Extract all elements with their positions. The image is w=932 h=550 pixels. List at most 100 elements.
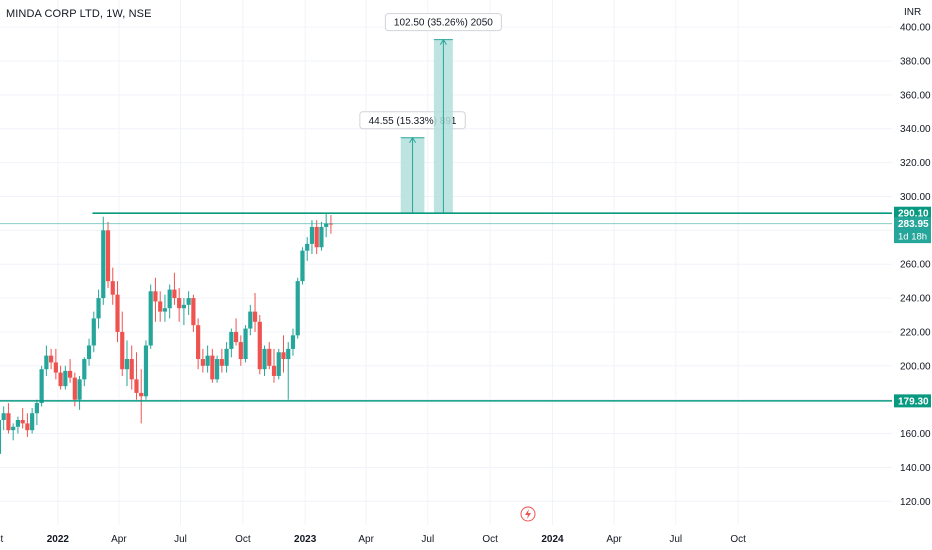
- candle-body: [148, 291, 153, 346]
- flash-glyph: [525, 509, 531, 519]
- currency-label: INR: [904, 7, 921, 18]
- candle-body: [324, 223, 329, 227]
- candle-body: [67, 370, 73, 378]
- projection-label-1: 44.55 (15.33%) 891: [369, 116, 457, 127]
- y-tick-label: 400.00: [900, 23, 931, 34]
- y-tick-label: 120.00: [900, 497, 931, 508]
- price-axis: [892, 0, 932, 550]
- candle-body: [129, 359, 134, 380]
- candle-body: [143, 345, 149, 397]
- candle-body: [6, 413, 11, 431]
- candle-body: [243, 328, 248, 360]
- candle-body: [158, 301, 163, 312]
- candle-body: [177, 298, 182, 309]
- y-tick-label: 140.00: [900, 463, 931, 474]
- candle-body: [276, 352, 281, 376]
- candle-body: [295, 281, 300, 336]
- time-axis: [0, 525, 932, 550]
- candle-body: [257, 321, 262, 370]
- candle-body: [110, 281, 115, 295]
- candle-body: [58, 372, 63, 387]
- resistance-price-tag: 290.10: [898, 209, 929, 220]
- candle-body: [20, 420, 25, 424]
- candle-body: [271, 365, 277, 376]
- candle-body: [96, 298, 101, 319]
- candle-body: [267, 348, 272, 366]
- candle-body: [105, 230, 111, 282]
- candle-body: [91, 318, 96, 346]
- candle-body: [124, 359, 130, 370]
- y-tick-label: 240.00: [900, 294, 931, 305]
- chart-title: MINDA CORP LTD, 1W, NSE: [6, 8, 152, 20]
- candle-body: [200, 359, 205, 366]
- y-tick-label: 380.00: [900, 56, 931, 67]
- x-tick-label: Apr: [111, 534, 127, 545]
- candle-body: [281, 352, 286, 360]
- candle-body: [314, 226, 319, 248]
- support-price-tag-bg: [894, 394, 931, 408]
- candle-body: [319, 226, 324, 248]
- candle-body: [191, 298, 196, 326]
- x-tick-label: Oct: [482, 534, 498, 545]
- candle-body: [262, 348, 267, 370]
- x-tick-label: 2022: [47, 534, 70, 545]
- candle-body: [186, 298, 191, 305]
- candle-body: [115, 294, 120, 332]
- candle-body: [34, 403, 39, 414]
- projection-label-box: [384, 13, 502, 32]
- y-tick-label: 220.00: [900, 327, 931, 338]
- candle-body: [229, 331, 234, 349]
- support-price-tag: 179.30: [898, 396, 929, 407]
- candle-body: [290, 335, 296, 349]
- candle-body: [167, 289, 172, 309]
- candle-body: [120, 331, 125, 370]
- y-tick-label: 320.00: [900, 158, 931, 169]
- candle-body: [238, 342, 243, 360]
- x-tick-label: Oct: [235, 534, 251, 545]
- candle-body: [248, 311, 253, 329]
- x-tick-label: 2024: [541, 534, 564, 545]
- x-tick-label: Apr: [358, 534, 374, 545]
- candle-body: [63, 370, 68, 387]
- candle-body: [196, 325, 201, 360]
- x-tick-label: Oct: [0, 534, 4, 545]
- resistance-price-tag-bg: [894, 206, 931, 220]
- candle-body: [215, 359, 220, 380]
- y-tick-label: 260.00: [900, 260, 931, 271]
- candle-body: [181, 304, 187, 309]
- candle-body: [300, 250, 305, 282]
- candle-body: [153, 291, 158, 302]
- candle-body: [286, 348, 291, 360]
- x-tick-label: Apr: [606, 534, 622, 545]
- candle-body: [86, 345, 92, 360]
- candle-body: [39, 369, 44, 404]
- candle-body: [162, 308, 168, 312]
- candle-body: [11, 426, 16, 431]
- candle-body: [305, 243, 310, 251]
- candle-body: [205, 355, 210, 366]
- projection-arrow-head: [439, 38, 447, 45]
- candle-body: [219, 359, 224, 366]
- x-tick-label: Oct: [730, 534, 746, 545]
- candle-body: [172, 289, 177, 299]
- projection-arrow-head: [409, 136, 416, 144]
- candle-body: [0, 420, 2, 454]
- x-tick-label: 2023: [294, 534, 317, 545]
- candle-body: [134, 379, 139, 393]
- candle-body: [1, 413, 6, 420]
- last-price-tag: 283.95: [898, 219, 929, 230]
- candle-body: [15, 420, 21, 427]
- candle-body: [44, 355, 49, 370]
- last-price-tag-bg: [894, 217, 931, 244]
- candle-body: [25, 423, 30, 431]
- y-tick-label: 200.00: [900, 361, 931, 372]
- y-tick-label: 340.00: [900, 124, 931, 135]
- countdown-tag: 1d 18h: [898, 232, 927, 243]
- candle-body: [53, 362, 58, 373]
- x-tick-label: Jul: [421, 534, 434, 545]
- candle-body: [210, 355, 215, 380]
- candle-body: [101, 230, 106, 299]
- projection-label-2: 102.50 (35.26%) 2050: [394, 18, 493, 29]
- candle-body: [30, 413, 35, 431]
